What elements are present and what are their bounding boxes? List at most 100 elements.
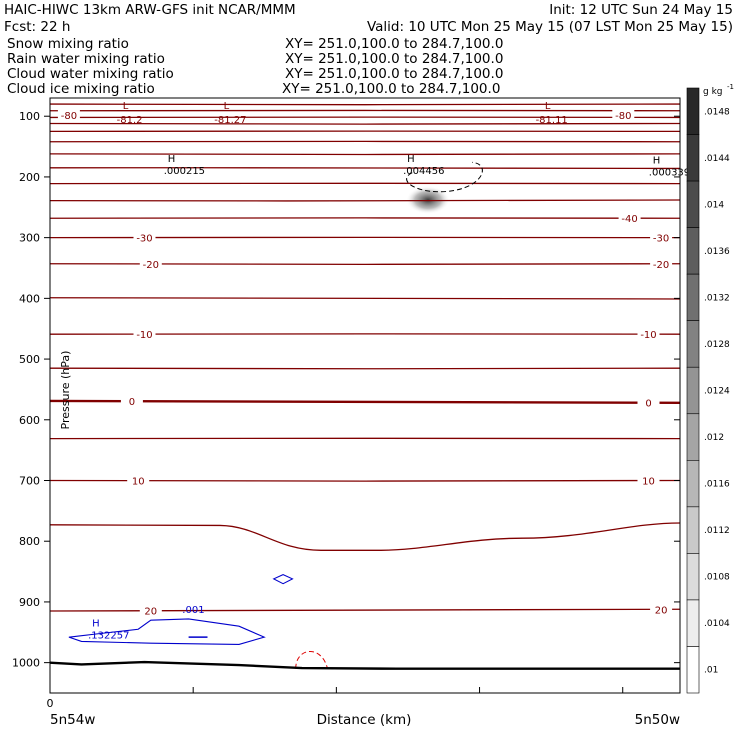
contour-label-bg <box>612 109 635 120</box>
colorbar-tick-label: .0124 <box>704 387 730 397</box>
colorbar-segment <box>686 599 700 647</box>
contour-label-bg <box>120 395 143 407</box>
contour-label-bg <box>133 231 156 243</box>
colorbar-segment <box>686 460 700 508</box>
colorbar-tick-label: .012 <box>704 433 724 443</box>
x-end-label-right: 5n50w <box>635 712 680 728</box>
high-marker: H <box>407 154 415 165</box>
y-tick-label: 400 <box>19 292 40 305</box>
field-xy-cloud-water: XY= 251.0,100.0 to 284.7,100.0 <box>285 66 503 82</box>
contour-label-bg <box>650 603 673 615</box>
temperature-contour <box>49 367 681 370</box>
field-label-rain: Rain water mixing ratio <box>7 51 165 67</box>
colorbar-segment <box>686 366 700 415</box>
colorbar-tick-label: .0132 <box>704 293 730 303</box>
colorbar-unit: g kg <box>703 87 723 97</box>
y-tick-label: 900 <box>19 596 40 609</box>
colorbar-segment <box>686 180 700 228</box>
contour-label-bg <box>133 328 156 340</box>
contour-label: 10 <box>642 477 655 488</box>
contour-label: -20 <box>143 260 159 271</box>
header-line1-right: Init: 12 UTC Sun 24 May 15 <box>549 2 733 18</box>
field-xy-cloud-ice: XY= 251.0,100.0 to 284.7,100.0 <box>282 81 500 97</box>
colorbar-tick-label: .0108 <box>704 573 730 583</box>
x-end-label-left: 5n54w <box>50 712 95 728</box>
contour-label-bg <box>139 257 162 269</box>
field-label-cloud-water: Cloud water mixing ratio <box>7 66 174 82</box>
colorbar-segment <box>686 227 700 275</box>
high-marker: H <box>168 154 176 165</box>
contour-label-bg <box>650 257 673 269</box>
y-tick-label: 300 <box>19 232 40 245</box>
contour-label-bg <box>139 604 162 616</box>
colorbar-tick-label: .0136 <box>704 247 730 257</box>
y-tick-label: 500 <box>19 353 40 366</box>
high-value: .000215 <box>164 166 205 177</box>
colorbar-tick-label: .014 <box>704 200 724 210</box>
contour-label: -80 <box>61 111 77 122</box>
y-axis-label: Pressure (hPa) <box>59 351 72 430</box>
colorbar-segment <box>686 320 700 368</box>
colorbar-tick-label: .0112 <box>704 526 730 536</box>
low-value: -81.27 <box>214 115 246 126</box>
rain-contour <box>295 651 328 669</box>
contour-label-bg <box>637 474 660 486</box>
plot-area: -40 -30 -30 -20 -20 -10 -10 0 0 10 10 20 20 -80 -80 L -8… <box>12 97 690 710</box>
y-tick-label: 800 <box>19 535 40 548</box>
low-marker: L <box>123 101 129 112</box>
y-tick-label: 600 <box>19 414 40 427</box>
high-marker: H <box>92 619 100 630</box>
temperature-contour <box>49 608 681 612</box>
temperature-contour <box>49 153 681 156</box>
y-tick-label: 200 <box>19 171 40 184</box>
high-value: .000339 <box>649 167 690 178</box>
temperature-contour <box>49 263 681 266</box>
contour-label: -40 <box>621 214 637 225</box>
field-label-snow: Snow mixing ratio <box>7 36 129 52</box>
colorbar-unit-exponent: -1 <box>727 83 734 91</box>
cloud-water-contour <box>272 574 294 585</box>
colorbar-tick-label: .0148 <box>704 107 730 117</box>
colorbar-tick-label: .01 <box>704 666 718 676</box>
contour-label-bg <box>650 231 673 243</box>
surface-pressure-line <box>49 660 680 670</box>
contour-label-bg <box>637 328 660 340</box>
cloud-water-label: .001 <box>182 605 204 616</box>
temperature-contour <box>49 297 681 300</box>
contour-label: -30 <box>653 234 669 245</box>
temperature-contour <box>49 103 681 106</box>
colorbar-segment <box>686 646 700 694</box>
contour-label: 20 <box>144 607 157 618</box>
snow-contour <box>406 161 483 193</box>
high-value: .004456 <box>403 166 444 177</box>
high-value: .132257 <box>88 631 129 642</box>
contour-label-bg <box>57 109 80 120</box>
colorbar-segment <box>686 87 700 135</box>
colorbar-segment <box>686 506 700 554</box>
low-value: -81.11 <box>536 115 568 126</box>
contour-label: 0 <box>129 397 135 408</box>
header-line2-left: Fcst: 22 h <box>4 19 70 35</box>
colorbar-segment <box>686 134 700 182</box>
colorbar-tick-label: .0144 <box>704 154 730 164</box>
colorbar-segment <box>686 273 700 321</box>
header-line2-right: Valid: 10 UTC Mon 25 May 15 (07 LST Mon … <box>367 19 733 35</box>
temperature-contour <box>49 122 681 125</box>
plot-frame <box>49 97 681 694</box>
header-line1-left: HAIC-HIWC 13km ARW-GFS init NCAR/MMM <box>4 2 296 18</box>
field-xy-snow: XY= 251.0,100.0 to 284.7,100.0 <box>285 36 503 52</box>
temperature-contour <box>49 199 681 202</box>
high-marker: H <box>653 155 661 166</box>
field-label-cloud-ice: Cloud ice mixing ratio <box>7 81 155 97</box>
contour-label: 10 <box>132 477 145 488</box>
colorbar-tick-label: .0128 <box>704 340 730 350</box>
low-marker: L <box>545 101 551 112</box>
cloud-water-contour <box>68 618 266 645</box>
contour-label-bg <box>127 474 150 486</box>
colorbar-segment <box>686 553 700 601</box>
field-xy-rain: XY= 251.0,100.0 to 284.7,100.0 <box>285 51 503 67</box>
colorbar-tick-label: .0104 <box>704 619 730 629</box>
contour-label-bg <box>618 212 641 224</box>
temperature-contour <box>49 399 681 404</box>
